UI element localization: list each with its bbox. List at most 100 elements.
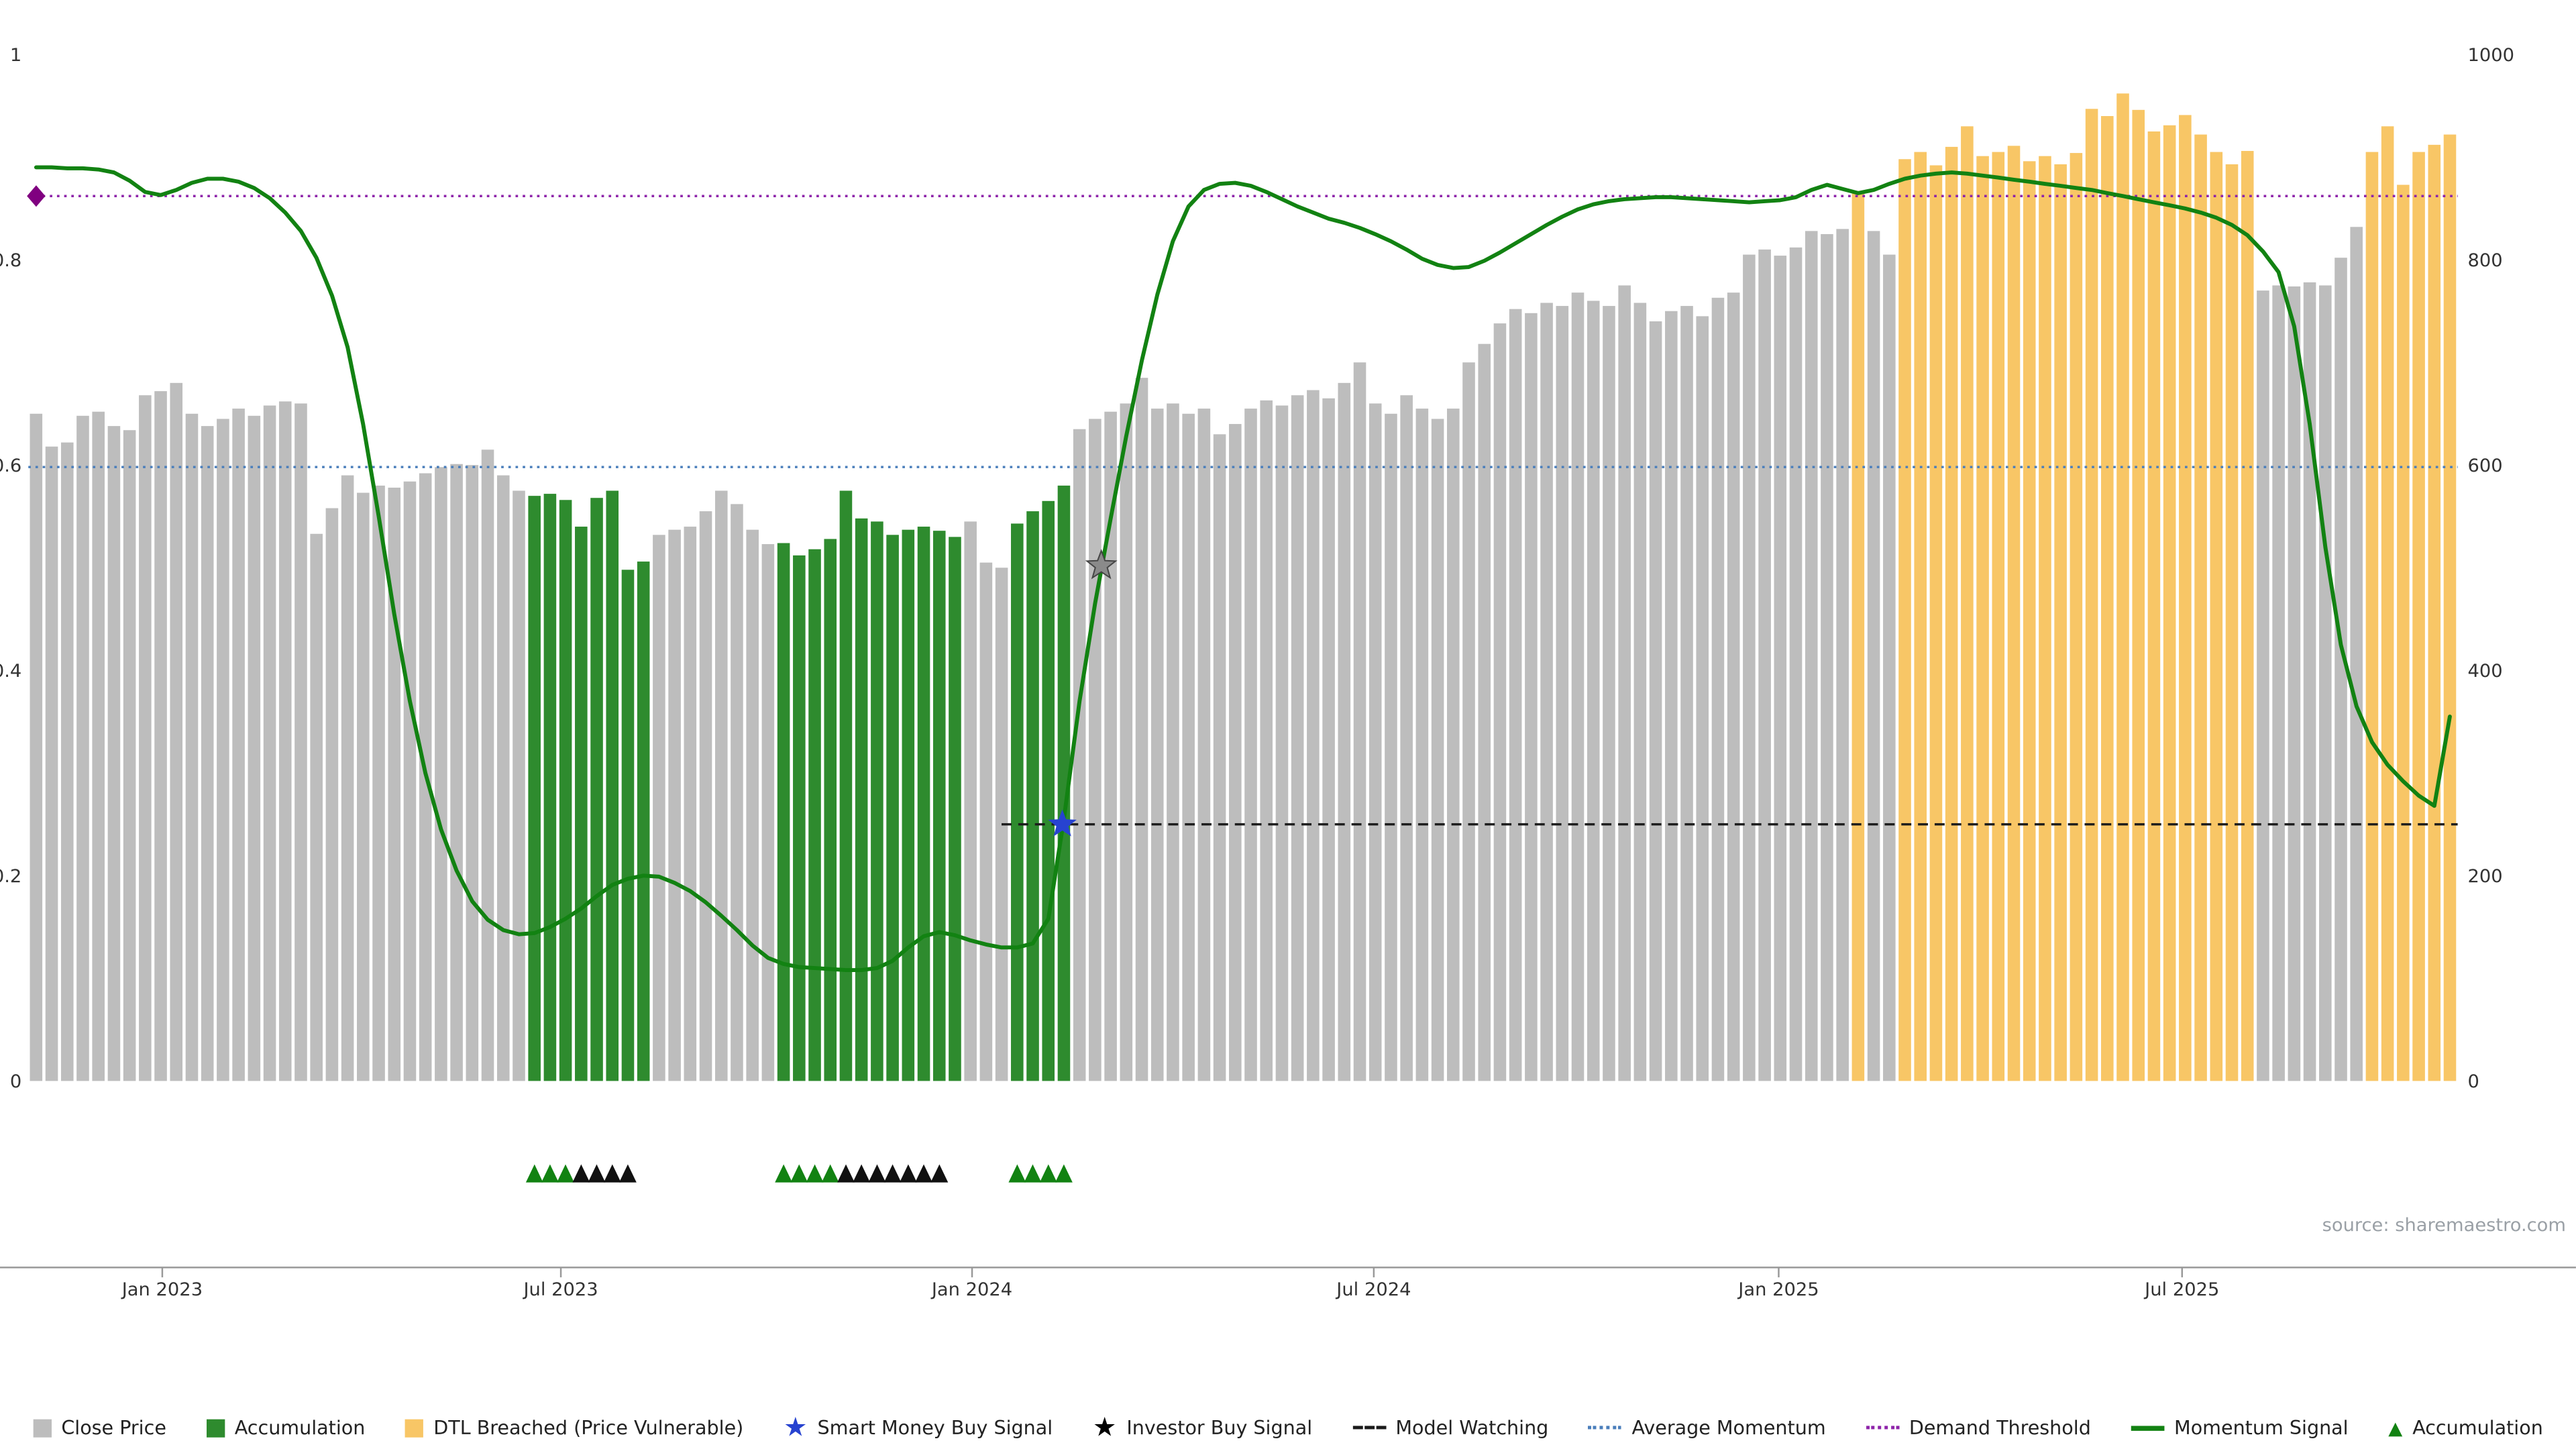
x-axis-tick-label: Jan 2024 <box>930 1279 1012 1300</box>
x-axis-tick-label: Jan 2025 <box>1737 1279 1819 1300</box>
accumulation-triangle-icon: ▲ <box>2388 1416 2403 1438</box>
price-bar <box>310 533 323 1081</box>
price-bar <box>403 481 417 1081</box>
accumulation-triangle-icon <box>883 1164 902 1183</box>
price-bar <box>1836 229 1849 1081</box>
price-bar <box>248 415 261 1081</box>
price-bar <box>2428 144 2441 1081</box>
price-bar <box>1976 156 1989 1081</box>
price-bar <box>746 529 759 1081</box>
price-bar <box>1618 285 1631 1081</box>
price-bar <box>1493 323 1507 1081</box>
price-bar <box>1229 424 1242 1081</box>
price-bar <box>372 485 385 1081</box>
price-bar <box>1400 395 1413 1081</box>
price-bar <box>357 492 370 1081</box>
legend-item-demand-threshold: Demand Threshold <box>1866 1416 2091 1439</box>
price-bar <box>1167 403 1179 1081</box>
price-bar <box>2132 109 2145 1081</box>
price-bar <box>2210 152 2223 1081</box>
price-bar <box>1774 256 1787 1081</box>
price-bar <box>1026 511 1039 1081</box>
price-bar <box>777 543 790 1081</box>
legend-label: Close Price <box>61 1415 166 1440</box>
smart-money-buy-signal-icon <box>1048 809 1077 837</box>
price-bar <box>1135 378 1148 1081</box>
legend-label: Average Momentum <box>1631 1415 1826 1440</box>
price-bar <box>1182 413 1195 1081</box>
price-bar <box>1509 309 1522 1081</box>
price-bar <box>2225 164 2239 1081</box>
price-bar <box>2194 134 2207 1081</box>
price-momentum-chart: Jan 2023 Jul 2023 Jan 2024 Jul 2024 Jan 2025… <box>0 45 2576 1300</box>
price-bar <box>2303 282 2316 1081</box>
source-credit: source: sharemaestro.com <box>2322 1214 2567 1236</box>
accumulation-triangle-icon <box>915 1164 932 1183</box>
price-bar <box>1353 362 1366 1081</box>
price-bar <box>839 490 853 1081</box>
price-bar <box>76 415 89 1081</box>
close-price-swatch-icon <box>33 1418 52 1437</box>
price-bar <box>294 403 307 1081</box>
price-bar <box>1540 303 1553 1081</box>
price-bar <box>2085 109 2098 1081</box>
price-bar <box>2116 93 2129 1081</box>
legend-label: Momentum Signal <box>2174 1415 2349 1440</box>
left-axis-tick-label: 1 <box>10 45 21 66</box>
price-bar <box>590 498 603 1081</box>
price-bar <box>1431 419 1444 1081</box>
price-bar <box>731 504 743 1081</box>
price-bar <box>1680 306 1693 1081</box>
right-axis-tick-label: 400 <box>2468 661 2503 682</box>
price-bar <box>1603 306 1615 1081</box>
price-bar <box>30 413 43 1081</box>
price-bar <box>1291 395 1304 1081</box>
price-bar <box>637 561 650 1081</box>
price-bar <box>2054 164 2067 1081</box>
momentum-signal-line <box>34 165 2452 972</box>
price-bar <box>949 537 961 1081</box>
accumulation-triangle-icon <box>900 1164 917 1183</box>
price-bar <box>1089 419 1102 1081</box>
legend-label: Accumulation <box>234 1415 366 1440</box>
legend-label: Investor Buy Signal <box>1126 1415 1313 1440</box>
accumulation-swatch-icon <box>206 1418 225 1437</box>
price-bar <box>902 529 915 1081</box>
price-bar <box>2381 126 2394 1081</box>
price-bar <box>2241 151 2254 1081</box>
price-bar <box>1011 523 1024 1081</box>
price-bar <box>1961 126 1974 1081</box>
price-bar <box>435 467 447 1081</box>
price-bar <box>2272 285 2285 1081</box>
price-bar <box>107 426 121 1081</box>
investor-buy-signal-icon <box>1085 549 1118 580</box>
price-bar <box>1322 398 1335 1081</box>
legend-item-dtl-breached: DTL Breached (Price Vulnerable) <box>405 1416 743 1439</box>
price-bar <box>2070 153 2083 1081</box>
price-bar <box>2319 285 2332 1081</box>
price-bar <box>1307 390 1320 1081</box>
price-bar <box>139 395 152 1081</box>
x-axis-tick-label: Jan 2023 <box>121 1279 203 1300</box>
price-bar <box>1057 485 1071 1081</box>
accumulation-triangle-icon <box>821 1164 839 1183</box>
price-bar <box>1275 405 1289 1081</box>
price-bar <box>714 490 728 1081</box>
price-bar <box>621 570 635 1081</box>
accumulation-triangle-icon <box>1024 1164 1042 1183</box>
price-bar <box>1649 321 1662 1081</box>
price-bar <box>1789 247 1803 1081</box>
price-bar <box>341 475 354 1081</box>
right-axis-tick-label: 600 <box>2468 455 2503 476</box>
price-bar <box>92 411 105 1081</box>
legend-label: Demand Threshold <box>1909 1415 2091 1440</box>
right-axis-tick-label: 800 <box>2468 250 2503 271</box>
price-bar <box>1867 231 1880 1081</box>
price-bar <box>1758 249 1771 1081</box>
price-bar <box>154 391 167 1081</box>
price-bar <box>2100 115 2114 1081</box>
price-bar <box>1696 316 1709 1081</box>
price-bar <box>1743 254 1756 1081</box>
price-bar <box>185 413 199 1081</box>
